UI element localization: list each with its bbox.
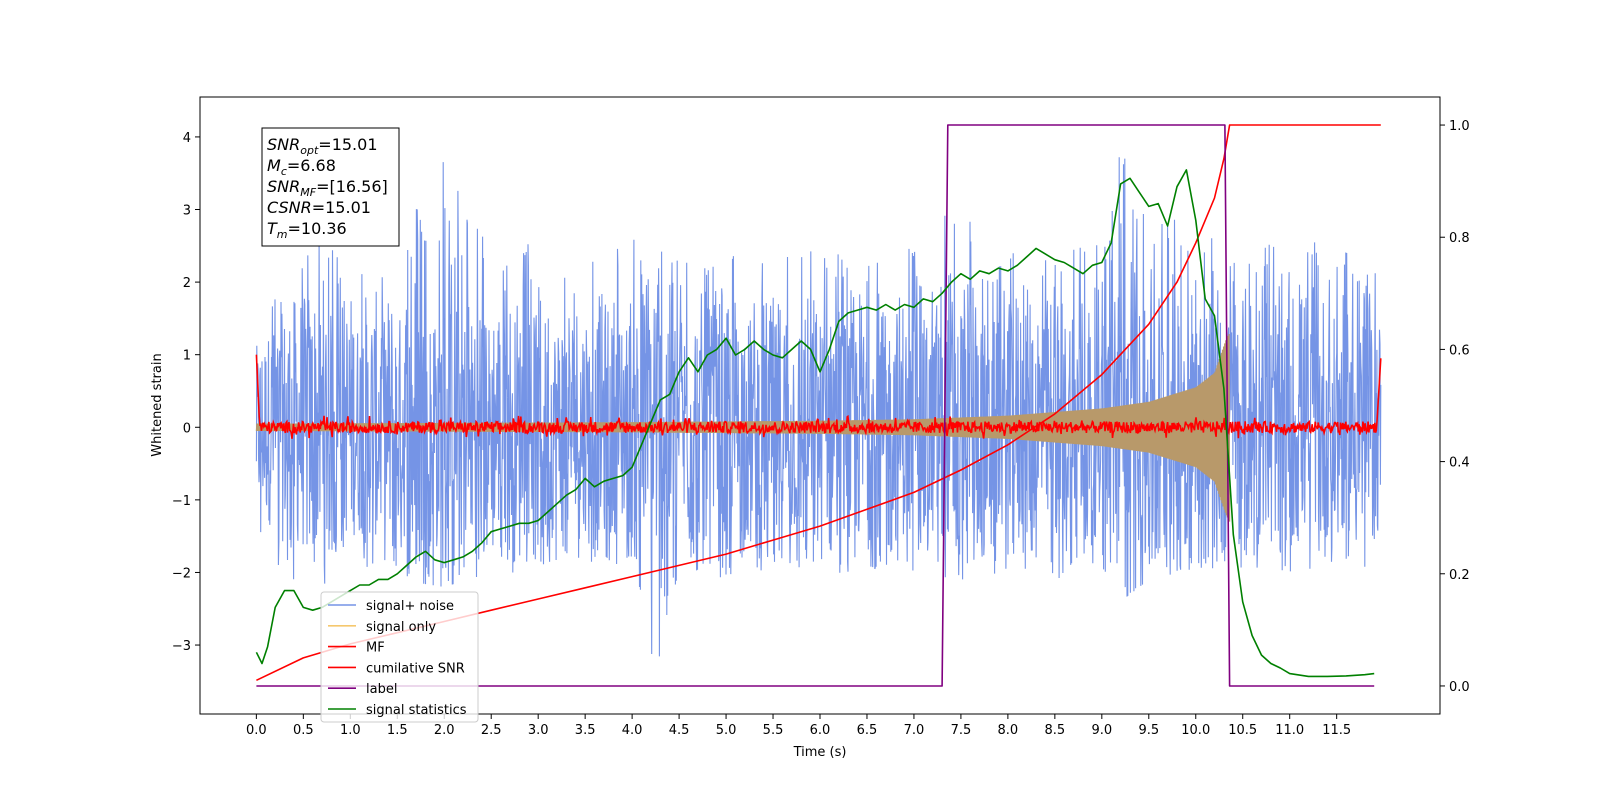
x-tick-label: 11.5 (1322, 723, 1351, 738)
x-tick-label: 10.0 (1181, 723, 1210, 738)
x-tick-label: 4.5 (669, 723, 690, 738)
x-tick-label: 5.5 (763, 723, 784, 738)
y-tick-label: 1 (183, 349, 191, 364)
x-tick-label: 1.5 (387, 723, 408, 738)
info-box-frame (261, 127, 400, 247)
x-axis-label: Time (s) (793, 745, 847, 760)
x-tick-label: 8.5 (1045, 723, 1066, 738)
x-tick-label: 10.5 (1228, 723, 1257, 738)
x-tick-label: 3.5 (575, 723, 596, 738)
x-tick-label: 8.0 (998, 723, 1019, 738)
series-label-line (256, 124, 1375, 687)
legend-label: MF (366, 641, 385, 656)
legend-label: cumilative SNR (366, 661, 465, 676)
info-line: Mc=6.68 (267, 156, 336, 178)
x-tick-label: 7.0 (904, 723, 925, 738)
y-tick-label: 3 (183, 204, 191, 219)
info-line: SNRopt=15.01 (267, 135, 378, 157)
y-tick-label: −1 (172, 494, 191, 509)
series-mf-line (255, 354, 1382, 439)
info-line: CSNR=15.01 (267, 198, 371, 217)
x-tick-label: 0.5 (293, 723, 314, 738)
x-tick-label: 7.5 (951, 723, 972, 738)
x-tick-label: 1.0 (340, 723, 361, 738)
x-tick-label: 4.0 (622, 723, 643, 738)
y2-tick-label: 0.2 (1449, 568, 1470, 583)
x-tick-label: 9.5 (1138, 723, 1159, 738)
y2-tick-label: 0.8 (1449, 231, 1470, 246)
legend: signal+ noise signal only MF cumilative SNR… (320, 591, 479, 723)
y-tick-label: 4 (183, 131, 191, 146)
y-axis-label: Whitened strain (150, 353, 165, 456)
y2-tick-label: 0.6 (1449, 343, 1470, 358)
y-axis-right: 0.0 0.2 0.4 0.6 0.8 1.0 (1440, 119, 1470, 695)
legend-label: signal statistics (366, 703, 467, 718)
info-box: SNRopt=15.01Mc=6.68SNRMF=[16.56]CSNR=15.… (261, 127, 400, 247)
info-line: SNRMF=[16.56] (267, 177, 388, 199)
x-axis: 0.0 0.5 1.0 1.5 2.0 2.5 3.0 3.5 4.0 4.5 5.0 5.5 6.0 6… (246, 714, 1351, 738)
y2-tick-label: 1.0 (1449, 119, 1470, 134)
x-tick-label: 2.0 (434, 723, 455, 738)
y-tick-label: −3 (172, 639, 191, 654)
x-tick-label: 9.0 (1091, 723, 1112, 738)
x-tick-label: 5.0 (716, 723, 737, 738)
x-tick-label: 6.0 (810, 723, 831, 738)
legend-frame (320, 591, 479, 723)
legend-label: label (366, 682, 397, 697)
legend-label: signal+ noise (366, 599, 454, 614)
y-tick-label: −2 (172, 566, 191, 581)
series-signal-statistics-line (255, 169, 1375, 678)
x-tick-label: 3.0 (528, 723, 549, 738)
legend-label: signal only (366, 620, 436, 635)
x-tick-label: 11.0 (1275, 723, 1304, 738)
y2-tick-label: 0.0 (1449, 680, 1470, 695)
y-tick-label: 2 (183, 276, 191, 291)
x-tick-label: 6.5 (857, 723, 878, 738)
y-tick-label: 0 (183, 421, 191, 436)
info-line: Tm=10.36 (267, 219, 347, 241)
y2-tick-label: 0.4 (1449, 456, 1470, 471)
y-axis-left: −3 −2 −1 0 1 2 3 4 (172, 131, 200, 654)
x-tick-label: 2.5 (481, 723, 502, 738)
x-tick-label: 0.0 (246, 723, 267, 738)
